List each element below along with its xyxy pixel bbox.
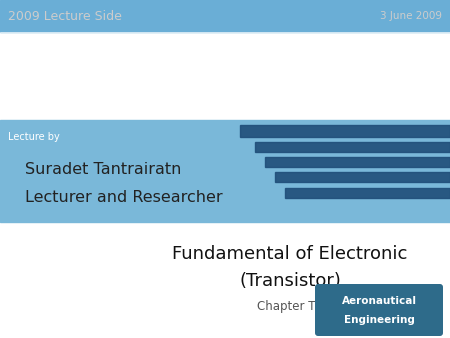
Text: 3 June 2009: 3 June 2009 [380,11,442,21]
Bar [0,0,450,32]
Text: Fundamental of Electronic: Fundamental of Electronic [172,245,408,263]
FancyBboxPatch shape [315,284,443,336]
Text: Chapter Three: Chapter Three [257,300,342,313]
Text: Lecture by: Lecture by [8,132,60,142]
Text: Engineering: Engineering [343,315,414,325]
Bar [240,125,450,137]
Bar [255,142,450,152]
Text: Aeronautical: Aeronautical [342,296,417,306]
Text: (Transistor): (Transistor) [239,272,341,290]
Bar [275,172,450,182]
Bar [265,157,450,167]
Bar [285,188,450,198]
Text: Lecturer and Researcher: Lecturer and Researcher [25,190,223,205]
Text: Suradet Tantrairatn: Suradet Tantrairatn [25,162,181,177]
Bar [0,120,450,222]
Text: 2009 Lecture Side: 2009 Lecture Side [8,9,122,23]
